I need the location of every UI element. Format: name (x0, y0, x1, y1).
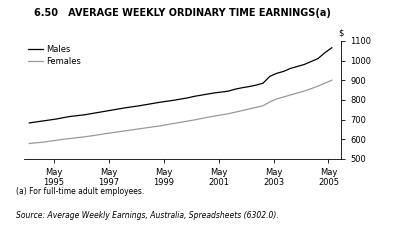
Females (233, 111, 238, 114)
Males (102, 110, 107, 113)
Males (34, 121, 39, 123)
Males (330, 46, 334, 49)
Males (274, 72, 279, 75)
Legend: Males, Females: Males, Females (28, 45, 81, 66)
Males (48, 118, 52, 121)
Text: Source: Average Weekly Earnings, Australia, Spreadsheets (6302.0).: Source: Average Weekly Earnings, Austral… (16, 211, 279, 220)
Females (192, 118, 197, 121)
Males (158, 101, 162, 104)
Males (96, 111, 100, 114)
Females (61, 138, 66, 141)
Females (247, 108, 252, 110)
Females (281, 96, 286, 98)
Text: $: $ (339, 28, 344, 37)
Males (302, 63, 306, 66)
Females (164, 123, 169, 126)
Text: 6.50   AVERAGE WEEKLY ORDINARY TIME EARNINGS(a): 6.50 AVERAGE WEEKLY ORDINARY TIME EARNIN… (34, 8, 331, 18)
Males (288, 67, 293, 70)
Females (54, 139, 59, 142)
Males (40, 120, 45, 122)
Males (137, 104, 142, 107)
Males (151, 102, 156, 105)
Males (27, 121, 32, 124)
Females (185, 120, 190, 123)
Males (199, 94, 204, 96)
Males (295, 65, 300, 68)
Males (89, 112, 94, 115)
Males (110, 109, 114, 111)
Females (40, 141, 45, 143)
Females (171, 122, 176, 125)
Males (212, 91, 217, 94)
Females (309, 87, 314, 90)
Males (247, 85, 252, 88)
Males (322, 51, 327, 54)
Males (316, 57, 320, 60)
Females (302, 90, 306, 92)
Females (123, 129, 128, 132)
Males (54, 118, 59, 120)
Males (233, 88, 238, 90)
Males (268, 75, 272, 78)
Males (178, 98, 183, 101)
Females (151, 126, 156, 128)
Females (48, 140, 52, 143)
Females (178, 121, 183, 124)
Males (192, 95, 197, 98)
Females (220, 114, 224, 116)
Females (102, 132, 107, 135)
Males (226, 90, 231, 92)
Females (330, 79, 334, 81)
Males (82, 114, 87, 116)
Females (82, 136, 87, 138)
Females (144, 126, 148, 129)
Females (96, 133, 100, 136)
Males (309, 60, 314, 63)
Males (220, 91, 224, 93)
Males (144, 103, 148, 106)
Females (316, 85, 320, 87)
Males (75, 114, 80, 117)
Females (137, 127, 142, 130)
Females (212, 115, 217, 117)
Females (158, 124, 162, 127)
Females (89, 135, 94, 137)
Females (199, 117, 204, 120)
Females (226, 112, 231, 115)
Females (206, 116, 210, 118)
Line: Females: Females (29, 80, 332, 143)
Females (240, 109, 245, 112)
Males (123, 106, 128, 109)
Females (27, 142, 32, 145)
Females (288, 94, 293, 96)
Males (164, 100, 169, 103)
Males (261, 82, 266, 84)
Females (268, 101, 272, 103)
Females (34, 141, 39, 144)
Males (281, 70, 286, 73)
Males (206, 93, 210, 95)
Females (75, 136, 80, 139)
Females (322, 82, 327, 84)
Males (116, 108, 121, 110)
Males (240, 86, 245, 89)
Males (254, 84, 258, 86)
Females (110, 131, 114, 134)
Males (130, 105, 135, 108)
Males (61, 116, 66, 119)
Females (254, 106, 258, 109)
Females (274, 98, 279, 100)
Males (171, 99, 176, 102)
Text: (a) For full-time adult employees.: (a) For full-time adult employees. (16, 187, 144, 196)
Females (295, 92, 300, 94)
Females (68, 137, 73, 140)
Males (185, 96, 190, 99)
Females (261, 104, 266, 107)
Females (130, 128, 135, 131)
Line: Males: Males (29, 48, 332, 123)
Males (68, 115, 73, 118)
Females (116, 130, 121, 133)
